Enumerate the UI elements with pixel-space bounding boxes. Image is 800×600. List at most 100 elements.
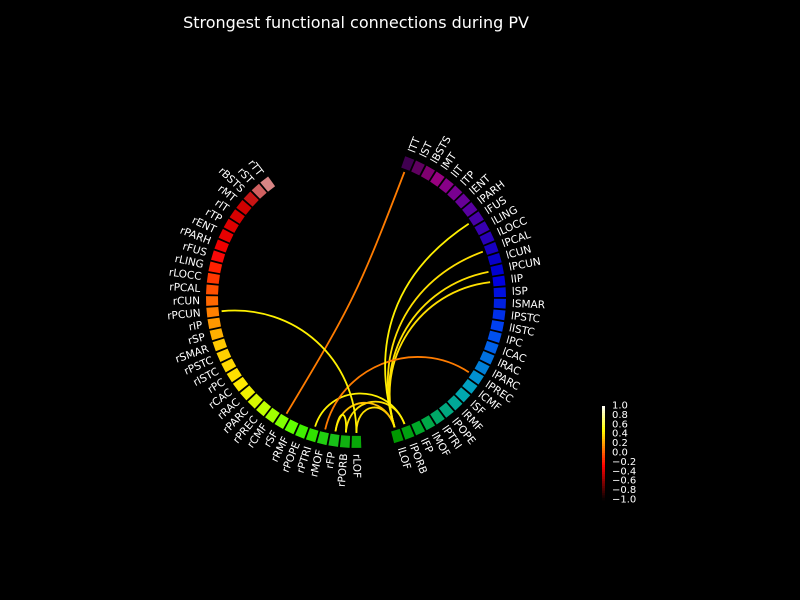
colorbar-tick-label: −0.4 [612,466,636,477]
colorbar-segment [602,481,605,484]
colorbar-tick-label: −0.6 [612,476,636,487]
node-rIT [229,209,245,224]
node-rMOF [317,431,329,446]
node-label-lPSTC: lPSTC [510,310,540,325]
node-rPARH [214,239,229,253]
colorbar-segment [602,471,605,475]
colorbar-segment [602,495,605,499]
colorbar-tick-label: −0.8 [612,485,636,496]
node-rSP [209,328,224,341]
colorbar-segment [602,467,605,470]
node-rLOCC [206,272,220,284]
connection-rLOF-rPCUN [221,309,358,434]
node-rPCUN [206,307,220,318]
node-lST [411,160,425,176]
connection-lPORB-rPTRI [314,392,406,427]
node-label-rPCAL: rPCAL [169,281,201,295]
node-rPORB [339,435,351,448]
node-lTP [447,185,463,201]
colorbar-tick-label: 0.6 [612,419,628,430]
colorbar-segment [602,455,605,459]
node-rLOF [351,435,362,448]
colorbar-segment [602,406,605,409]
colorbar-tick-label: −1.0 [612,495,636,506]
colorbar-segment [602,490,605,494]
node-label-rFP: rFP [324,451,338,469]
colorbar-segment [602,422,605,426]
node-label-rSP: rSP [187,331,207,347]
node-rFP [328,433,340,447]
node-rISTC [221,358,237,373]
node-lPARH [462,202,478,217]
node-rBSTS [243,191,259,207]
node-label-lSMAR: lSMAR [512,298,546,311]
colorbar-segment [602,441,605,444]
colorbar-segment [602,408,605,412]
node-lLOCC [479,231,495,245]
node-label-rIP: rIP [188,319,204,333]
colorbar-segment [602,457,605,461]
connection-lLOF-lFUS [384,222,470,428]
node-lSMAR [493,298,506,309]
node-label-lFP: lFP [418,436,435,455]
node-label-rLOF: rLOF [350,454,362,478]
node-rPOPE [295,424,309,439]
node-label-lSP: lSP [512,285,528,298]
colorbar-segment [602,474,605,477]
node-lPTRI [430,409,445,425]
colorbar-segment [602,469,605,473]
node-label-lIP: lIP [510,272,524,285]
node-rPARC [247,393,263,409]
node-lFUS [468,211,484,226]
node-lSF [455,387,471,403]
chart-title: Strongest functional connections during … [183,13,529,32]
connection-lPREC-rMOF [324,356,470,430]
node-lRMF [447,395,463,411]
node-rFUS [211,250,226,263]
node-rRAC [240,385,256,401]
node-lLOF [391,428,404,444]
colorbar-tick-label: 1.0 [612,401,628,412]
colorbar-tick-label: 0.8 [612,410,628,421]
node-rLING [208,261,223,274]
node-rPSTC [216,348,232,362]
colorbar-segment [602,453,605,456]
colorbar-segment [602,497,605,501]
node-lPREC [468,370,484,385]
node-rPTRI [305,428,319,443]
node-rRMF [284,419,299,435]
node-lPOPE [439,402,454,418]
colorbar-segment [602,413,605,416]
colorbar-segment [602,420,605,423]
node-rMT [236,200,252,215]
node-label-rLOCC: rLOCC [168,267,202,283]
connection-lTT-rSF [285,171,406,415]
node-rCUN [206,296,219,306]
colorbar-segment [602,424,605,428]
colorbar-segment [602,438,605,442]
node-lPCAL [484,242,499,255]
node-rCMF [265,407,280,423]
colorbar-segment [602,462,605,466]
colorbar-segment [602,483,605,487]
node-lIP [492,275,506,287]
node-rCAC [232,376,249,392]
node-rPCAL [206,284,219,295]
colorbar-segment [602,476,605,480]
colorbar-segment [602,488,605,491]
colorbar-segment [602,450,605,454]
colorbar-segment [602,417,605,421]
node-label-lTT: lTT [406,135,423,154]
colorbar-tick-label: 0.0 [612,448,628,459]
colorbar-segment [602,443,605,447]
node-lMOF [421,415,436,431]
colorbar-segment [602,460,605,463]
node-lPCUN [490,264,504,276]
colorbar-segment [602,429,605,433]
node-lTT [401,156,415,171]
connection-lLOF-rLOF [355,406,396,434]
colorbar-segment [602,485,605,489]
node-rSF [274,413,289,429]
node-label-rCUN: rCUN [173,295,200,308]
